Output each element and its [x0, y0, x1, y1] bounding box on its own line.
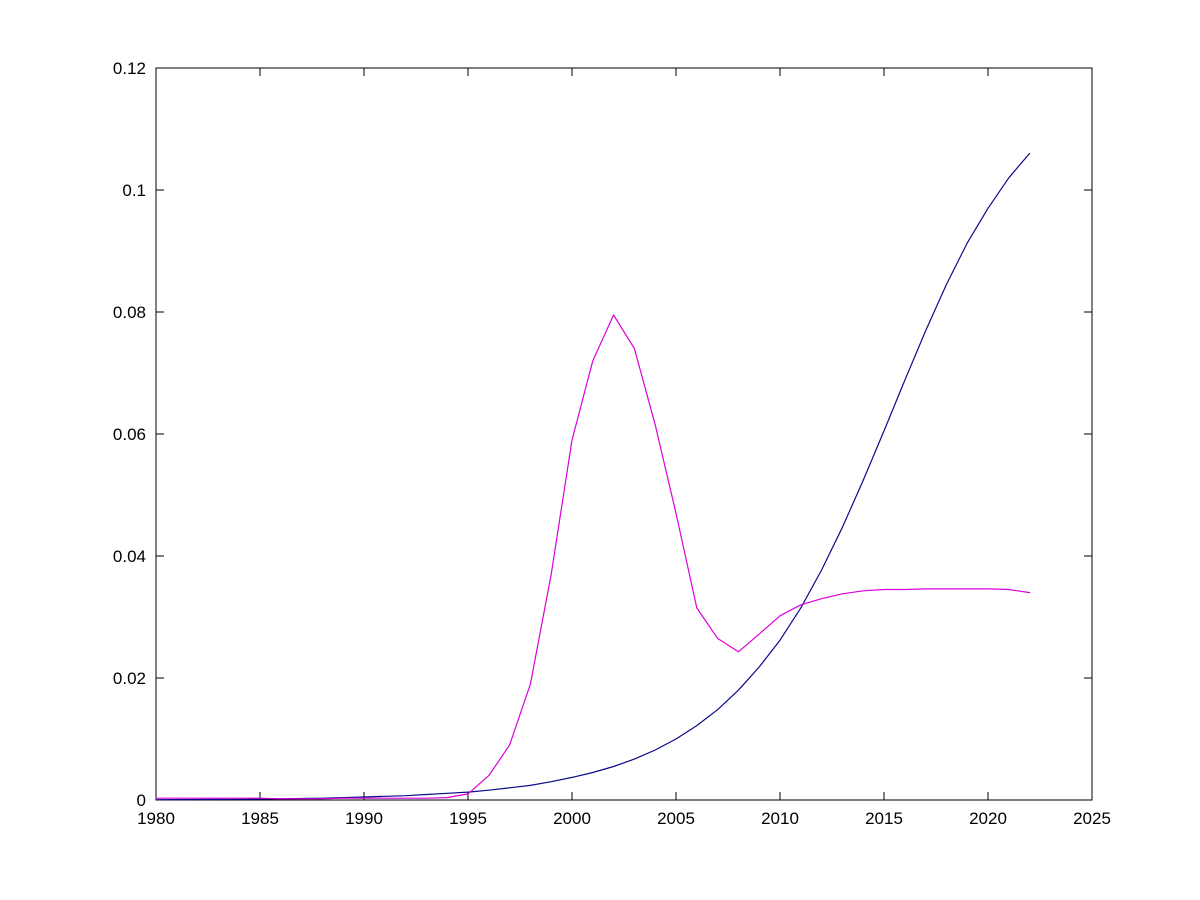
axes-box [155, 67, 1093, 801]
x-tick-label: 1985 [241, 809, 279, 828]
y-tick-label: 0.04 [113, 547, 146, 566]
x-tick-label: 2010 [761, 809, 799, 828]
y-tick-label: 0.02 [113, 669, 146, 688]
y-tick-label: 0.06 [113, 425, 146, 444]
x-tick-label: 2000 [553, 809, 591, 828]
y-tick-label: 0 [137, 791, 146, 810]
x-tick-label: 1980 [137, 809, 175, 828]
x-tick-label: 2025 [1073, 809, 1111, 828]
y-tick-label: 0.1 [122, 181, 146, 200]
x-tick-label: 1995 [449, 809, 487, 828]
line-magenta-peak-series [155, 314, 1031, 800]
y-tick-label: 0.08 [113, 303, 146, 322]
x-tick-label: 2005 [657, 809, 695, 828]
y-tick-label: 0.12 [113, 59, 146, 78]
x-tick-label: 2015 [865, 809, 903, 828]
line-blue-sigmoid-series [155, 152, 1031, 801]
x-tick-label: 2020 [969, 809, 1007, 828]
x-tick-label: 1990 [345, 809, 383, 828]
